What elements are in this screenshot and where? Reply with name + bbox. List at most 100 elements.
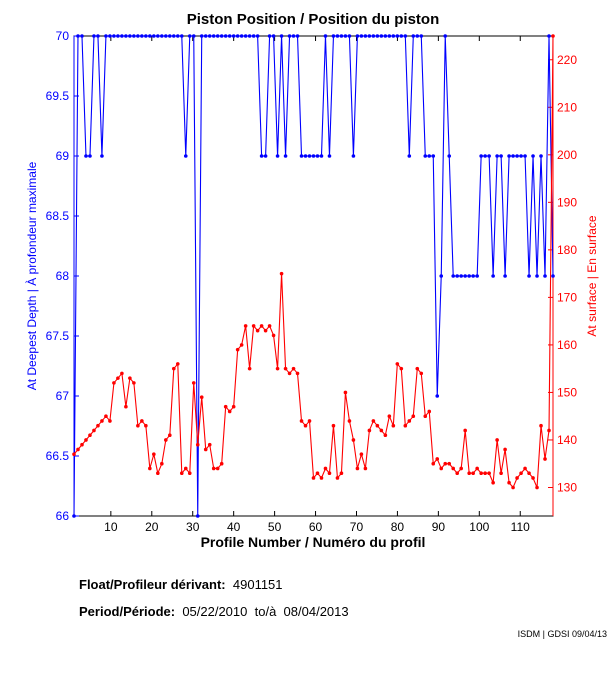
data-point-left: [443, 34, 448, 38]
data-point-right: [215, 466, 220, 471]
period-start: 05/22/2010: [182, 604, 248, 619]
data-point-right: [471, 471, 475, 476]
data-point-left: [255, 34, 260, 38]
data-point-right: [319, 476, 324, 480]
data-point-right: [116, 376, 120, 380]
right-axis: 130 140 150 160 170 180 190 200 210 220: [548, 36, 577, 516]
data-point-right: [439, 466, 444, 471]
data-point-right: [247, 366, 252, 371]
data-point-right: [507, 480, 511, 485]
data-point-right: [323, 466, 328, 471]
data-point-right: [108, 419, 112, 423]
data-point-left: [371, 34, 376, 38]
data-point-left: [407, 154, 412, 158]
left-tick-label: 67: [56, 389, 70, 403]
data-point-left: [108, 34, 112, 38]
data-point-left: [415, 34, 420, 38]
data-point-left: [203, 34, 208, 38]
right-tick-label: 140: [557, 433, 577, 447]
data-point-right: [355, 466, 360, 471]
left-tick-label: 69.5: [46, 89, 70, 103]
x-tick-label: 100: [469, 520, 489, 534]
x-axis-label: Profile Number / Numéro du profil: [201, 534, 426, 550]
data-point-right: [255, 328, 260, 333]
data-point-left: [383, 34, 388, 38]
data-point-left: [379, 34, 384, 38]
data-point-left: [483, 154, 487, 158]
data-point-right: [475, 466, 479, 471]
data-point-left: [507, 154, 511, 158]
data-point-left: [279, 34, 284, 38]
data-point-right: [104, 414, 108, 419]
x-tick-label: 30: [186, 520, 200, 534]
data-point-right: [427, 409, 432, 414]
data-point-left: [191, 34, 196, 38]
data-point-left: [375, 34, 380, 38]
data-point-right: [148, 466, 152, 471]
data-point-right: [519, 471, 523, 476]
data-point-left: [403, 34, 408, 38]
data-point-right: [359, 452, 364, 457]
series-group: [72, 34, 555, 518]
data-point-left: [311, 154, 316, 158]
data-point-right: [387, 414, 392, 419]
data-point-left: [355, 34, 360, 38]
data-point-left: [124, 34, 128, 38]
data-point-left: [287, 34, 292, 38]
data-point-left: [487, 154, 491, 158]
data-point-left: [411, 34, 416, 38]
x-tick-label: 40: [227, 520, 241, 534]
data-point-left: [475, 274, 479, 278]
data-point-right: [307, 419, 312, 423]
data-point-right: [527, 471, 531, 476]
data-point-right: [219, 461, 224, 466]
data-point-right: [251, 324, 256, 328]
data-point-right: [499, 471, 503, 476]
data-point-right: [467, 471, 471, 476]
data-point-left: [132, 34, 136, 38]
data-point-right: [347, 419, 352, 423]
data-point-right: [124, 404, 128, 409]
data-point-left: [144, 34, 148, 38]
series-right: [72, 34, 555, 490]
data-point-right: [303, 423, 308, 428]
data-point-left: [199, 34, 204, 38]
data-point-left: [152, 34, 156, 38]
data-point-right: [423, 414, 428, 419]
left-axis: 66 66.5 67 67.5 68 68.5 69 69.5 70: [46, 29, 79, 523]
data-point-left: [283, 154, 288, 158]
x-tick-label: 110: [511, 520, 530, 534]
data-point-left: [251, 34, 256, 38]
data-point-right: [371, 419, 376, 423]
right-tick-label: 200: [557, 148, 577, 162]
data-point-left: [511, 154, 515, 158]
data-point-left: [543, 274, 547, 278]
data-point-left: [80, 34, 84, 38]
data-point-right: [84, 438, 88, 442]
data-point-right: [363, 466, 368, 471]
data-point-left: [179, 34, 184, 38]
data-point-right: [503, 447, 507, 452]
data-point-right: [335, 476, 340, 480]
data-point-left: [399, 34, 404, 38]
data-point-right: [399, 366, 404, 371]
left-tick-label: 68: [56, 269, 70, 283]
x-tick-label: 70: [350, 520, 364, 534]
data-point-right: [156, 471, 160, 476]
data-point-right: [175, 362, 180, 366]
data-point-left: [467, 274, 471, 278]
data-point-left: [551, 274, 555, 278]
data-point-left: [307, 154, 312, 158]
data-point-right: [547, 428, 551, 433]
data-point-left: [351, 154, 356, 158]
series-left: [72, 34, 555, 518]
data-point-left: [427, 154, 432, 158]
data-point-left: [455, 274, 460, 278]
data-point-left: [116, 34, 120, 38]
data-point-right: [259, 324, 264, 328]
data-point-left: [259, 154, 264, 158]
left-tick-label: 70: [56, 29, 70, 43]
data-point-left: [271, 34, 276, 38]
data-point-right: [164, 438, 168, 442]
period-sep: to/à: [254, 604, 277, 619]
